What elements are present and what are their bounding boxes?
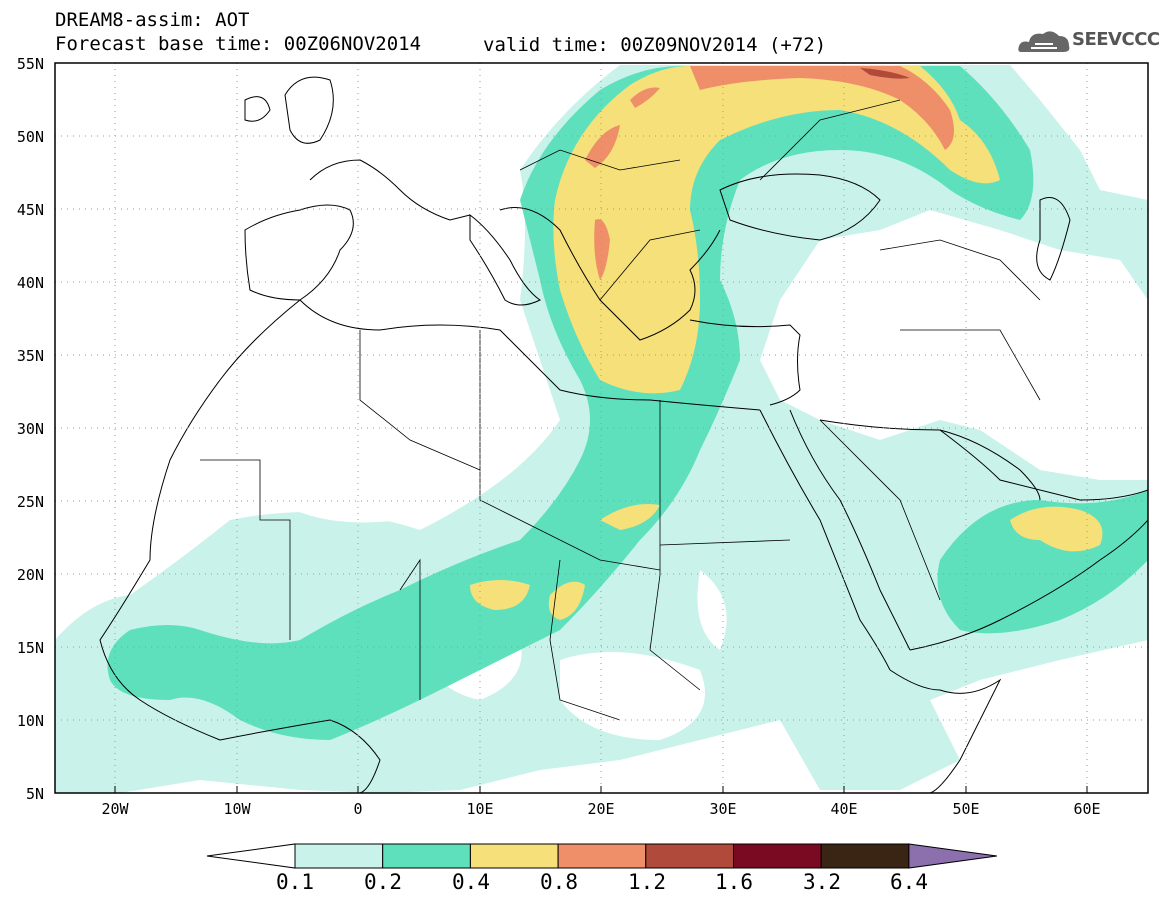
coastlines [99,76,1148,793]
logo-text: SEEVCCC [1072,29,1160,50]
lon-label: 50E [952,800,980,818]
colorbar-label: 0.2 [364,870,402,894]
lat-label: 5N [25,785,44,803]
lon-label: 40E [830,800,858,818]
colorbar-label: 0.8 [540,870,578,894]
borders [200,99,1041,721]
colorbar-swatch [820,843,910,869]
colorbar-swatch [382,843,471,869]
aot-band-0.4 [470,66,1103,620]
map-title: DREAM8-assim: AOT [55,9,250,31]
lat-label: 50N [16,128,44,146]
colorbar-label: 0.4 [452,870,490,894]
colorbar-over-triangle [908,843,997,869]
lat-label: 55N [16,55,44,73]
colorbar [206,843,997,869]
lon-label: 20E [587,800,615,818]
lat-label: 45N [16,201,44,219]
colorbar-swatch [469,843,559,869]
lon-label: 0 [353,800,363,818]
colorbar-swatch [733,843,822,869]
colorbar-under-triangle [206,843,296,869]
lat-label: 25N [16,493,44,511]
valid-time: valid time: 00Z09NOV2014 (+72) [483,34,827,56]
lat-label: 10N [16,712,44,730]
colorbar-swatch [557,843,647,869]
colorbar-swatch [645,843,734,869]
lon-label: 20W [101,800,129,818]
cloud-icon [1018,31,1070,52]
colorbar-swatch [294,843,384,869]
lon-label: 60E [1073,800,1101,818]
aot-band-1.2 [860,68,910,79]
lon-label: 10E [466,800,494,818]
lat-label: 15N [16,639,44,657]
lat-label: 20N [16,566,44,584]
colorbar-label: 3.2 [803,870,841,894]
lat-label: 30N [16,420,44,438]
colorbar-label: 6.4 [890,870,928,894]
graticule [55,63,1148,793]
colorbar-label: 1.6 [715,870,753,894]
lat-label: 35N [16,347,44,365]
aot-band-0.8 [585,66,954,280]
forecast-base-time: Forecast base time: 00Z06NOV2014 [55,33,422,55]
lon-label: 30E [709,800,737,818]
colorbar-label: 0.1 [276,870,314,894]
lon-label: 10W [223,800,251,818]
colorbar-label: 1.2 [628,870,666,894]
lat-label: 40N [16,274,44,292]
